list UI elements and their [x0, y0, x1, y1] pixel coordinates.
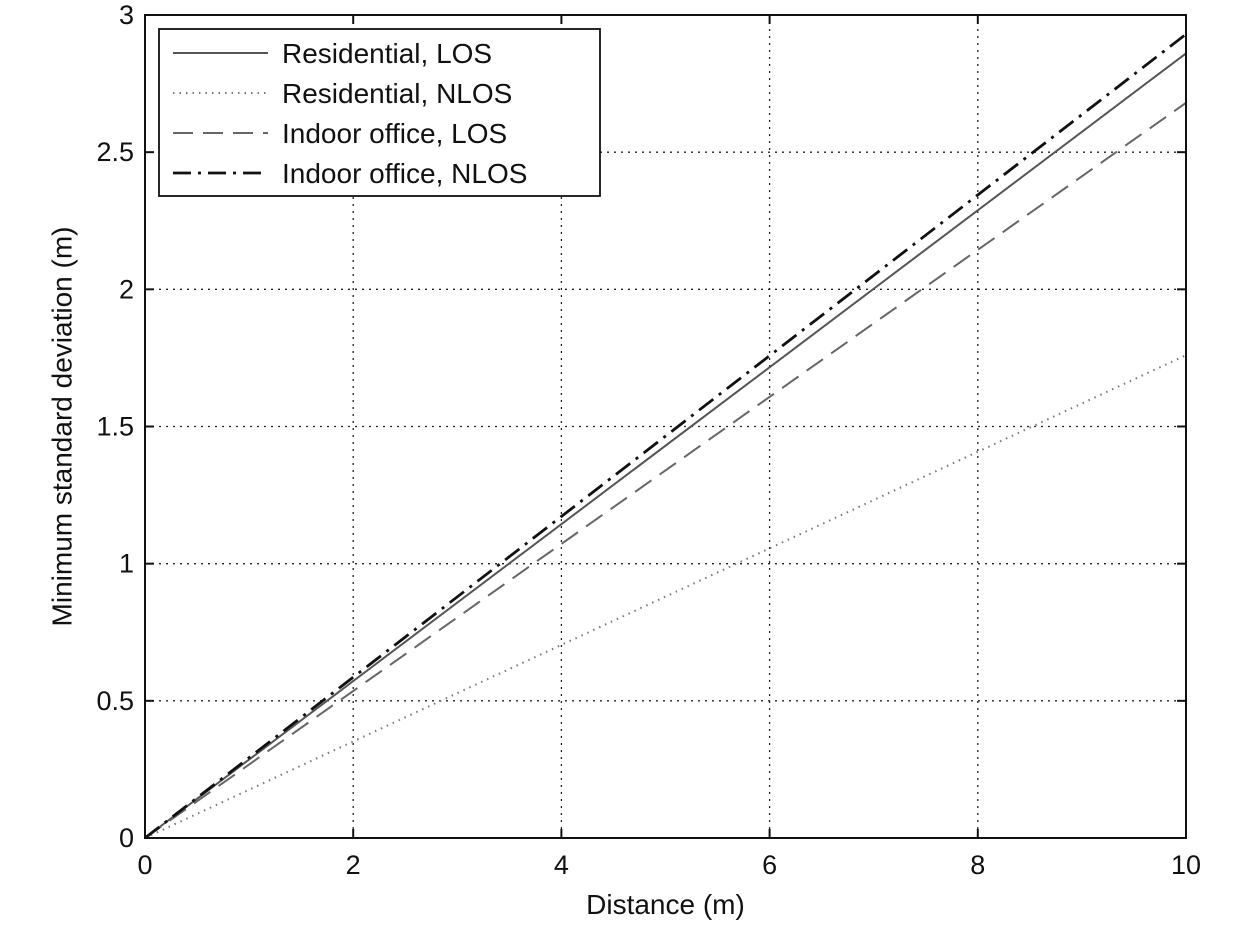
y-tick-label: 1	[119, 549, 134, 579]
legend-label: Indoor office, LOS	[282, 118, 507, 149]
axis-ticks: 0 2 4 6 8 10 0 0.5 1 1.5 2 2.5 3	[96, 0, 1201, 880]
series-line-3	[144, 101, 1187, 839]
x-tick-label: 2	[346, 850, 361, 880]
x-tick-label: 10	[1171, 850, 1201, 880]
y-axis-label: Minimum standard deviation (m)	[46, 227, 77, 627]
series-line-2	[144, 354, 1187, 839]
series-line-1	[144, 52, 1187, 839]
x-tick-label: 4	[554, 850, 569, 880]
y-tick-label: 2.5	[96, 137, 134, 167]
x-tick-label: 0	[137, 850, 152, 880]
series-line-4	[144, 33, 1187, 840]
y-tick-label: 2	[119, 274, 134, 304]
y-tick-label: 0	[119, 823, 134, 853]
y-tick-label: 3	[119, 0, 134, 30]
legend-label: Residential, NLOS	[282, 78, 512, 109]
x-tick-label: 6	[762, 850, 777, 880]
legend-label: Residential, LOS	[282, 38, 492, 69]
legend: Residential, LOS Residential, NLOS Indoor …	[158, 28, 601, 197]
y-tick-label: 0.5	[96, 686, 134, 716]
legend-box	[158, 28, 601, 197]
x-tick-label: 8	[970, 850, 985, 880]
legend-label: Indoor office, NLOS	[282, 158, 527, 189]
series-lines	[144, 33, 1187, 840]
y-tick-label: 1.5	[96, 412, 134, 442]
x-axis-label: Distance (m)	[586, 889, 745, 920]
